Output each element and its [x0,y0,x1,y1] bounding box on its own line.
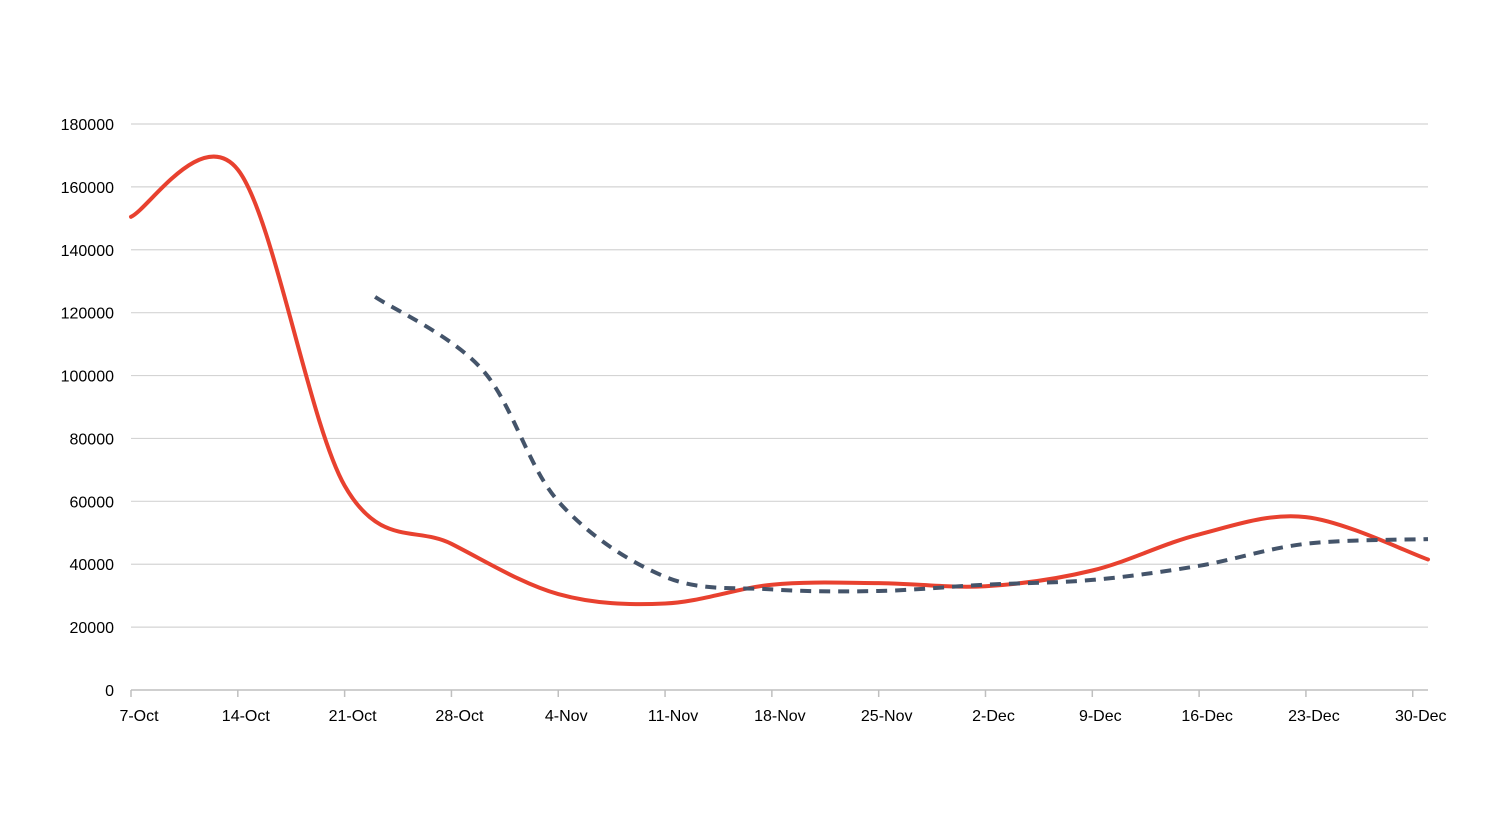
x-tick-label: 14-Oct [222,708,271,725]
y-tick-label: 20000 [70,620,115,637]
x-tick-label: 4-Nov [545,708,588,725]
x-tick-label: 2-Dec [972,708,1015,725]
y-tick-label: 180000 [61,117,114,134]
y-tick-label: 60000 [70,494,115,511]
x-tick-label: 18-Nov [754,708,806,725]
y-tick-label: 140000 [61,243,114,260]
x-tick-label: 9-Dec [1079,708,1122,725]
gridlines [131,123,1428,628]
series-line-2 [373,295,1429,594]
x-tick-label: 25-Nov [861,708,913,725]
x-tick-label: 11-Nov [648,708,698,725]
x-tick-label: 21-Oct [329,708,378,725]
series-line-1 [129,154,1430,607]
series-layer [129,154,1430,607]
y-tick-label: 160000 [61,180,114,197]
x-tick-label: 16-Dec [1181,708,1233,725]
x-tick-label: 30-Dec [1395,708,1447,725]
x-tick-label: 23-Dec [1288,708,1340,725]
y-tick-label: 80000 [70,431,115,448]
x-tick-label: 28-Oct [435,708,484,725]
y-axis: 0 20000 40000 60000 80000 100000 120000 140000 1… [61,117,114,700]
y-tick-label: 0 [105,683,114,700]
y-tick-label: 120000 [61,306,114,323]
x-tick-label: 7-Oct [119,708,159,725]
x-axis: 7-Oct 14-Oct 21-Oct 28-Oct 4-Nov 11-Nov 18-Nov… [119,689,1447,725]
y-tick-label: 100000 [61,369,114,386]
y-tick-label: 40000 [70,557,115,574]
